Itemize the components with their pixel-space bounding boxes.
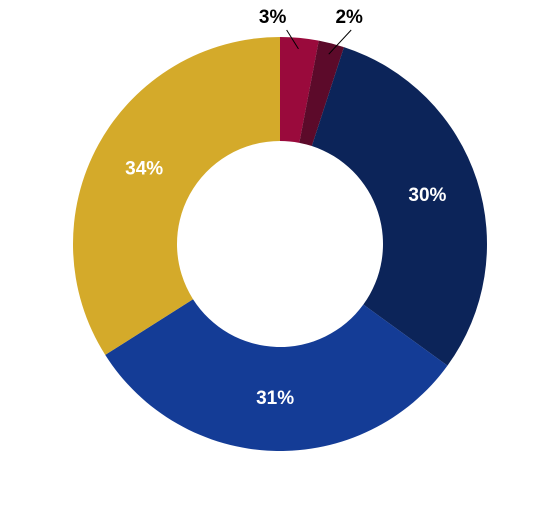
donut-slice (73, 37, 280, 355)
value-label: 30% (408, 185, 446, 206)
donut-slice (299, 40, 344, 147)
donut-slice (311, 47, 488, 366)
donut-slice (105, 299, 448, 451)
value-label: 34% (125, 158, 163, 179)
donut-slice (280, 37, 319, 143)
value-label: 3% (259, 7, 287, 28)
leader-line (286, 29, 299, 50)
value-label: 2% (335, 7, 363, 28)
leader-line (328, 29, 352, 55)
value-label: 31% (256, 388, 294, 409)
